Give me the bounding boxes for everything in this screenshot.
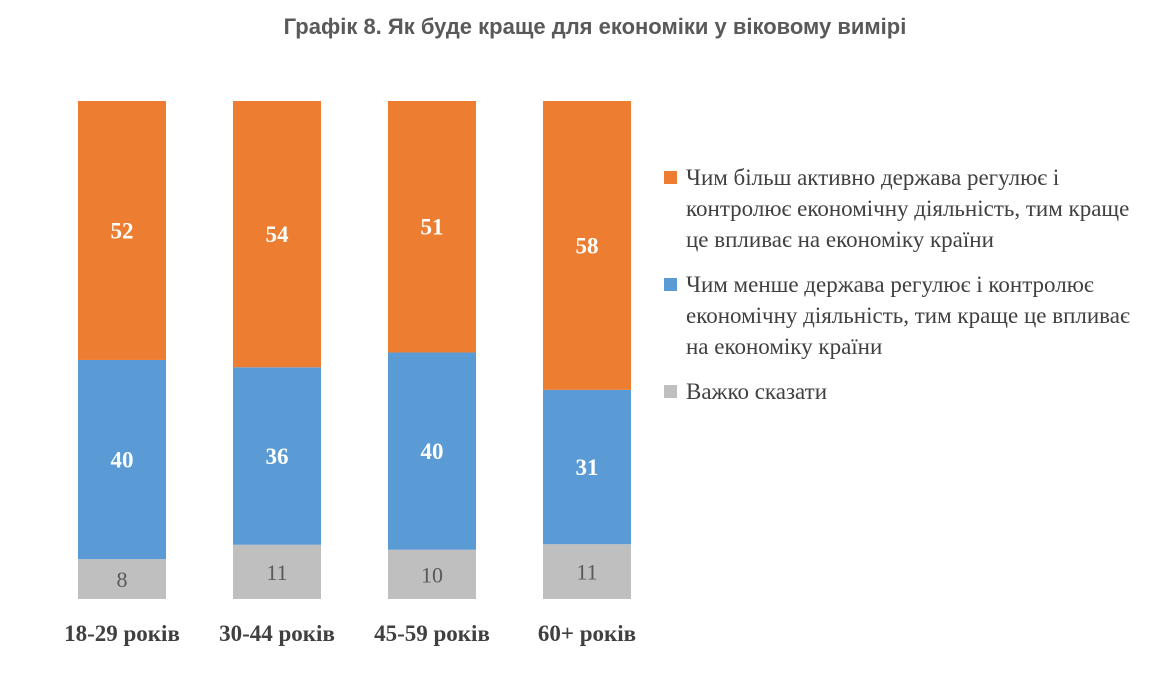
category-label-4: 60+ років xyxy=(538,621,636,646)
legend-label-less-regulation: Чим менше держава регулює і контролює ек… xyxy=(686,272,1130,359)
legend-swatch-blue xyxy=(664,278,677,291)
data-label-less-regulation-3: 40 xyxy=(421,439,444,464)
bar-segment-hard-to-say-1 xyxy=(78,559,166,599)
data-label-hard-to-say-1: 8 xyxy=(117,567,128,592)
legend-item-hard-to-say: Важко сказати xyxy=(664,376,1134,407)
legend-swatch-gray xyxy=(664,385,677,398)
legend-label-active-regulation: Чим більш активно держава регулює і конт… xyxy=(686,165,1130,252)
bar-segment-less-regulation-2 xyxy=(233,367,321,545)
legend-swatch-orange xyxy=(664,171,677,184)
data-label-less-regulation-4: 31 xyxy=(576,455,599,480)
bar-segment-active-regulation-3 xyxy=(388,101,476,353)
bar-segment-less-regulation-4 xyxy=(543,389,631,545)
bar-segment-active-regulation-2 xyxy=(233,101,321,368)
bar-segment-active-regulation-1 xyxy=(78,101,166,360)
bars-layer xyxy=(78,101,631,599)
data-label-hard-to-say-2: 11 xyxy=(266,560,287,585)
data-label-active-regulation-2: 54 xyxy=(266,222,290,247)
data-label-less-regulation-2: 36 xyxy=(266,444,289,469)
category-label-3: 45-59 років xyxy=(374,621,490,646)
data-label-active-regulation-3: 51 xyxy=(421,215,444,240)
bar-segment-hard-to-say-4 xyxy=(543,544,631,599)
bar-segment-less-regulation-1 xyxy=(78,359,166,560)
data-label-active-regulation-4: 58 xyxy=(576,233,599,258)
category-labels-layer: 18-29 років 30-44 років 45-59 років 60+ рок… xyxy=(64,621,636,646)
category-label-1: 18-29 років xyxy=(64,621,180,646)
data-label-hard-to-say-3: 10 xyxy=(421,562,443,587)
bar-segment-hard-to-say-3 xyxy=(388,549,476,599)
data-label-active-regulation-1: 52 xyxy=(111,218,134,243)
legend-item-less-regulation: Чим менше держава регулює і контролює ек… xyxy=(664,269,1134,362)
legend-label-hard-to-say: Важко сказати xyxy=(686,379,827,404)
category-label-2: 30-44 років xyxy=(219,621,335,646)
chart-title: Графік 8. Як буде краще для економіки у … xyxy=(283,14,907,39)
legend: Чим більш активно держава регулює і конт… xyxy=(664,162,1134,407)
bar-segment-active-regulation-4 xyxy=(543,101,631,390)
data-label-hard-to-say-4: 11 xyxy=(576,560,597,585)
bar-segment-hard-to-say-2 xyxy=(233,544,321,599)
bar-segment-less-regulation-3 xyxy=(388,352,476,550)
data-labels-layer: 8 40 52 11 36 54 10 40 51 11 31 58 xyxy=(111,215,599,592)
legend-item-active-regulation: Чим більш активно держава регулює і конт… xyxy=(664,162,1134,255)
data-label-less-regulation-1: 40 xyxy=(111,448,134,473)
